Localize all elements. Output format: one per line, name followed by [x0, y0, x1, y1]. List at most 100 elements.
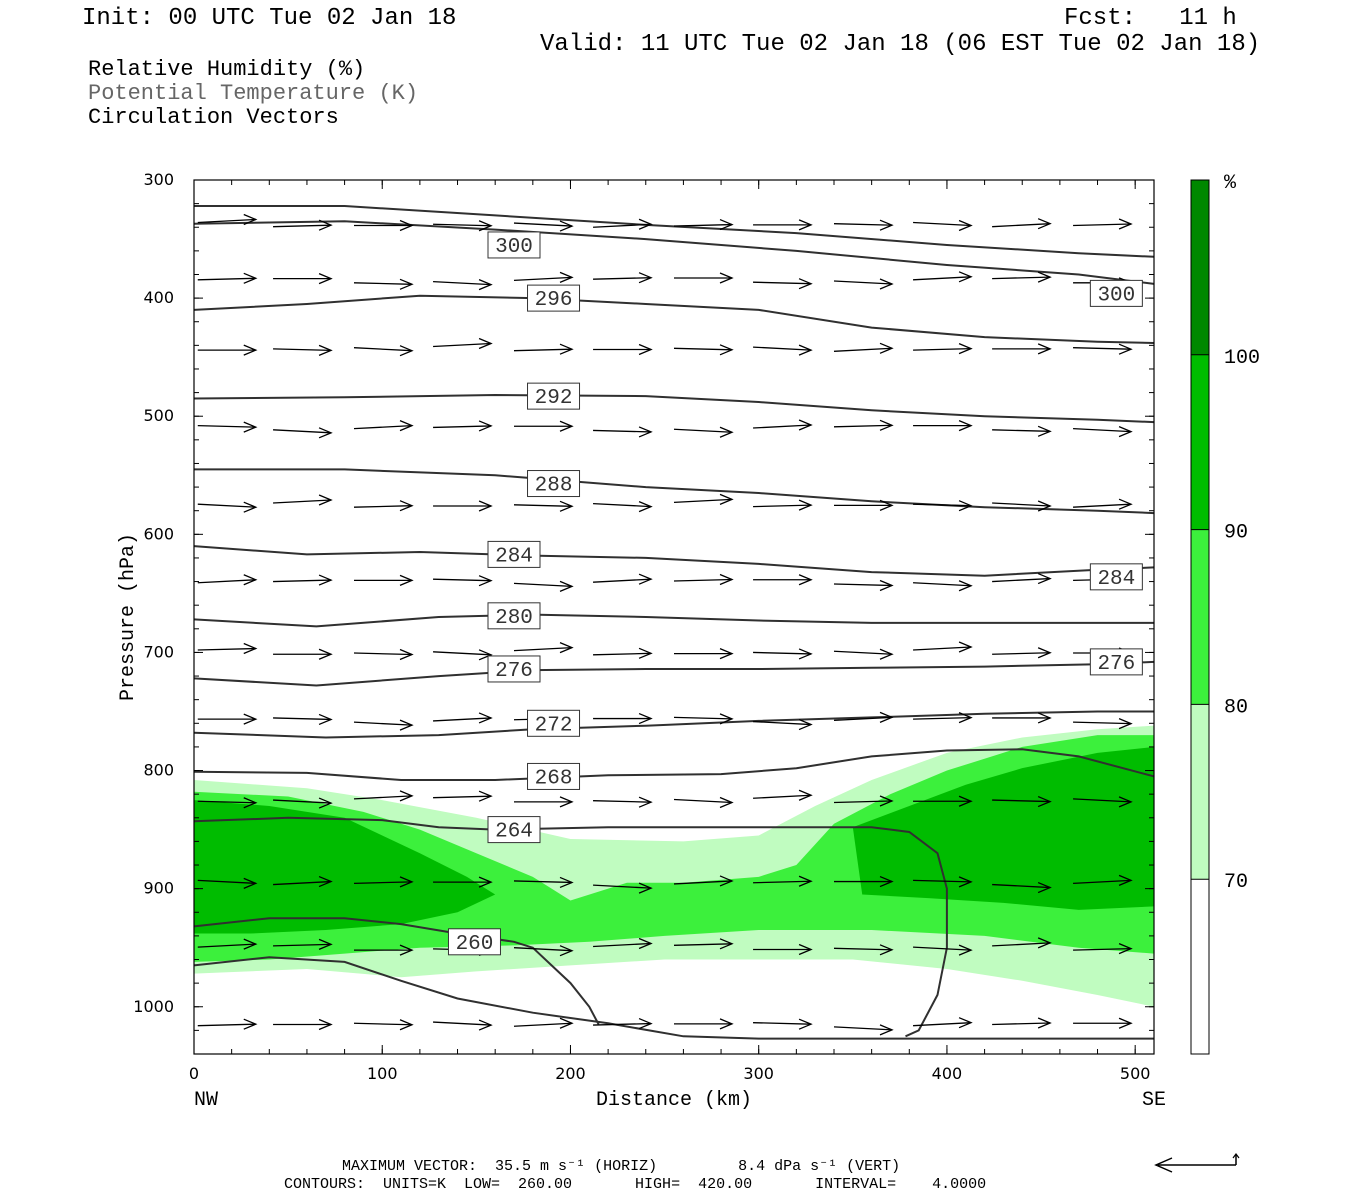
circulation-vector: [913, 420, 973, 432]
circulation-vector: [913, 500, 973, 512]
contour-label-text: 272: [535, 714, 573, 737]
reference-vector-icon: [1154, 1153, 1240, 1173]
circulation-vector: [593, 712, 653, 725]
contour-label: 276: [1089, 648, 1143, 676]
y-tick-label: 1000: [133, 997, 174, 1016]
circulation-vector: [1073, 343, 1133, 355]
circulation-vector: [593, 500, 653, 513]
contour-label-text: 280: [495, 607, 533, 630]
contour-label: 284: [487, 540, 541, 568]
circulation-vector: [433, 876, 493, 888]
circulation-vector: [992, 937, 1052, 949]
circulation-vector: [273, 875, 333, 888]
circulation-vector: [1073, 943, 1133, 955]
circulation-vector: [593, 426, 653, 438]
valid-time: Valid: 11 UTC Tue 02 Jan 18 (06 EST Tue …: [540, 31, 1261, 58]
circulation-vector: [273, 344, 333, 356]
circulation-vector: [273, 797, 333, 809]
circulation-vector: [593, 647, 653, 659]
circulation-vector: [353, 1019, 414, 1031]
circulation-vector: [833, 419, 894, 431]
circulation-vector: [433, 420, 493, 432]
contour-label-text: 268: [535, 767, 573, 790]
plot-frame: [193, 179, 1155, 1055]
x-right-end-label: SE: [1142, 1089, 1166, 1112]
circulation-vector: [674, 648, 734, 660]
contour-label-text: 288: [535, 475, 573, 498]
circulation-vector: [353, 345, 414, 357]
colorbar-level-label: 70: [1224, 871, 1248, 894]
contour-label: 280: [487, 602, 541, 630]
circulation-vector: [273, 427, 333, 439]
colorbar-band: [1191, 879, 1209, 1054]
circulation-vector: [593, 343, 653, 356]
circulation-vector: [753, 1018, 813, 1030]
colorbar-unit: %: [1224, 172, 1237, 195]
x-left-end-label: NW: [194, 1089, 218, 1112]
y-tick-label: 400: [143, 288, 174, 307]
circulation-vector: [353, 648, 414, 661]
colorbar: 100 90 80 70%: [1190, 172, 1260, 1055]
circulation-vector: [593, 573, 653, 585]
colorbar-level-label: 100: [1224, 347, 1260, 370]
circulation-vector: [354, 944, 414, 956]
circulation-vector: [913, 795, 973, 807]
circulation-vector: [1073, 718, 1133, 730]
circulation-vector: [833, 944, 894, 956]
circulation-vector: [353, 278, 414, 290]
x-tick-label: 100: [367, 1064, 398, 1083]
circulation-vector: [197, 713, 258, 725]
contour-label-layer: 300 296 292 288 284 280 276 272 268 264 260 300 284 2…: [447, 231, 1143, 956]
circulation-vector: [673, 493, 734, 505]
circulation-vector: [197, 797, 258, 809]
theta-contour-264: [193, 816, 948, 1038]
circulation-vector: [433, 278, 493, 291]
colorbar-band: [1191, 354, 1209, 530]
circulation-vector: [197, 213, 258, 226]
contour-label-text: 296: [535, 289, 573, 312]
circulation-vector: [992, 218, 1052, 230]
contour-label-text: 276: [1097, 653, 1135, 676]
circulation-vector: [433, 712, 493, 724]
circulation-vector: [433, 649, 493, 661]
circulation-vector: [834, 875, 894, 888]
y-axis-title: Pressure (hPa): [117, 533, 140, 701]
init-time: Init: 00 UTC Tue 02 Jan 18: [82, 5, 457, 32]
circulation-vector: [992, 271, 1052, 283]
circulation-vector: [593, 218, 653, 230]
max-vector-note: MAXIMUM VECTOR: 35.5 m s⁻¹ (HORIZ) 8.4 d…: [342, 1158, 901, 1175]
circulation-vector: [197, 344, 258, 356]
circulation-vector: [992, 881, 1052, 894]
circulation-vector: [753, 219, 813, 231]
x-tick-label: 200: [555, 1064, 586, 1083]
circulation-vector: [433, 790, 493, 802]
contour-label-text: 300: [495, 236, 533, 259]
contour-label-text: 292: [535, 387, 573, 410]
colorbar-level-label: 90: [1224, 522, 1248, 545]
circulation-vector: [753, 718, 813, 731]
circulation-vector: [197, 272, 258, 284]
forecast-hour: Fcst: 11 h: [1064, 5, 1237, 32]
x-axis-title: Distance (km): [596, 1089, 752, 1112]
circulation-vector: [833, 579, 894, 592]
circulation-vector: [913, 219, 973, 232]
circulation-vector: [197, 938, 258, 950]
circulation-vector: [913, 271, 973, 283]
circulation-vector: [913, 876, 973, 888]
circulation-vector: [514, 796, 574, 808]
theta-contour-292: [193, 393, 1155, 424]
x-tick-label: 400: [932, 1064, 963, 1083]
circulation-vector: [753, 419, 813, 431]
circulation-vector: [273, 938, 333, 951]
theta-contour-268: [193, 748, 1155, 781]
y-tick-label: 600: [143, 524, 174, 543]
contour-label-text: 284: [495, 545, 533, 568]
theta-contour-280: [193, 613, 1154, 628]
circulation-vector: [673, 713, 734, 725]
circulation-vector: [834, 499, 894, 511]
circulation-vector: [913, 580, 973, 592]
circulation-vector: [433, 575, 493, 587]
circulation-vector: [353, 420, 414, 432]
theta-contour-276: [193, 660, 1155, 687]
